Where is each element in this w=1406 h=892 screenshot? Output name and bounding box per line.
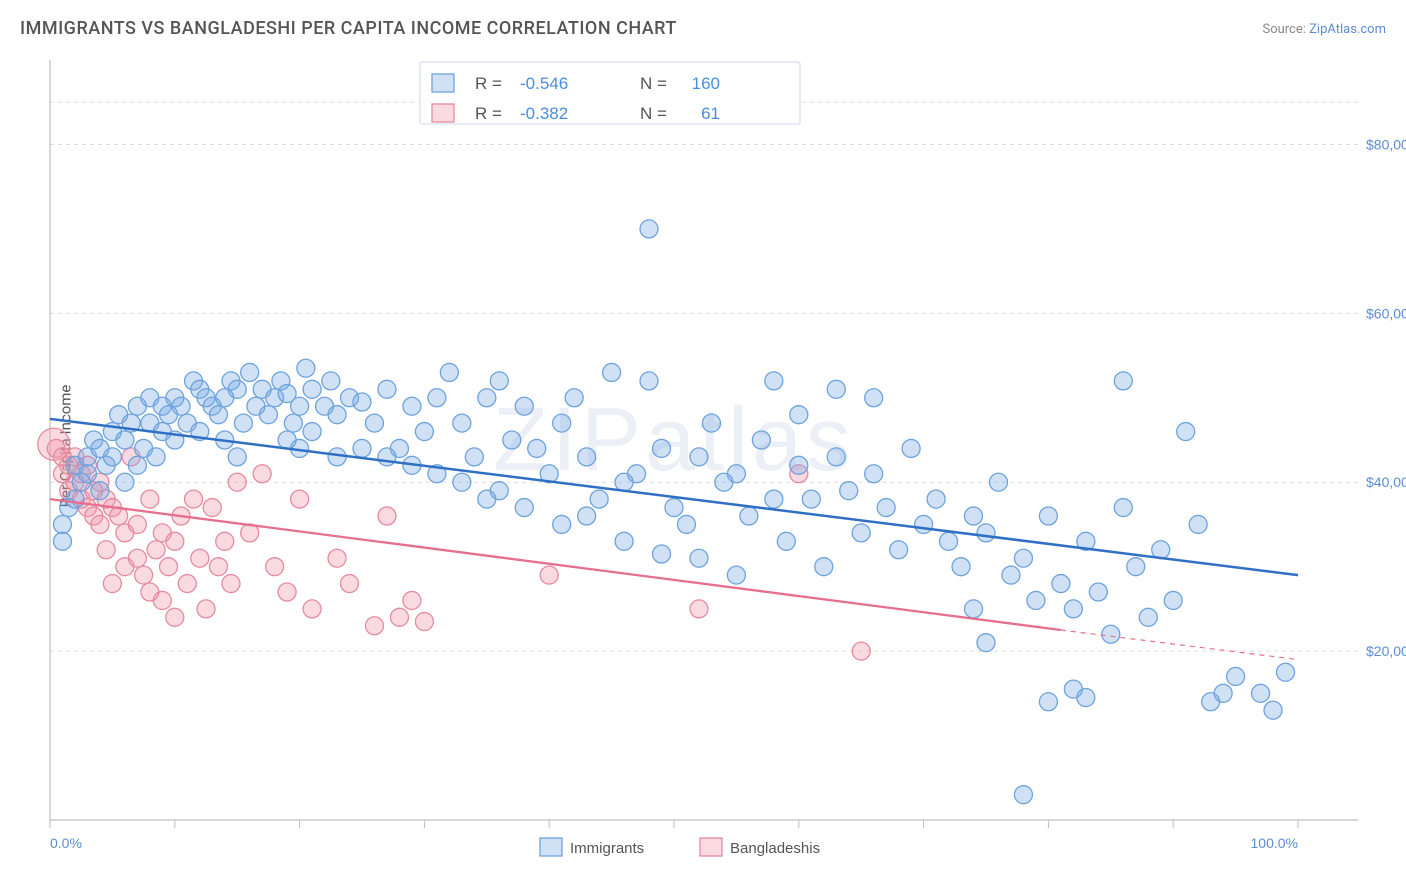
svg-text:$20,000: $20,000 — [1366, 643, 1406, 659]
svg-text:Immigrants: Immigrants — [570, 840, 644, 857]
svg-text:$40,000: $40,000 — [1366, 474, 1406, 490]
svg-text:61: 61 — [701, 104, 720, 123]
svg-text:R =: R = — [475, 104, 502, 123]
svg-text:-0.382: -0.382 — [520, 104, 568, 123]
svg-text:Bangladeshis: Bangladeshis — [730, 840, 820, 857]
svg-text:-0.546: -0.546 — [520, 74, 568, 93]
svg-text:N =: N = — [640, 104, 667, 123]
svg-text:$80,000: $80,000 — [1366, 136, 1406, 152]
correlation-scatter-chart: $20,000$40,000$60,000$80,0000.0%100.0%ZI… — [0, 0, 1406, 892]
svg-text:N =: N = — [640, 74, 667, 93]
svg-text:R =: R = — [475, 74, 502, 93]
svg-text:$60,000: $60,000 — [1366, 305, 1406, 321]
svg-text:160: 160 — [692, 74, 720, 93]
svg-text:0.0%: 0.0% — [50, 835, 82, 851]
svg-text:100.0%: 100.0% — [1251, 835, 1298, 851]
